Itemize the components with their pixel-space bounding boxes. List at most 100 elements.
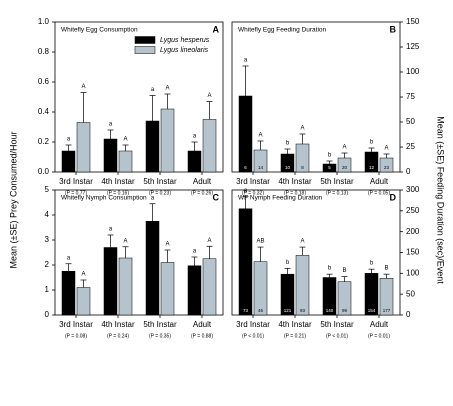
legend-label: Lygus hesperus [160,37,210,44]
panel-title: Whitefly Egg Consumption [61,27,138,34]
bar [145,120,160,173]
bar [295,255,310,316]
significance-letter: A [384,146,388,152]
y-tick-label: 0.4 [38,107,50,116]
legend-swatch [134,46,156,54]
y-tick-label: 0 [406,310,411,319]
p-value: (P = 0.32) [242,190,264,196]
p-value: (P = 0.35) [149,333,171,339]
bar [61,150,76,173]
p-value: (P = 0.16) [107,190,129,196]
significance-letter: b [370,261,374,267]
p-value: (P < 0.01) [326,333,348,339]
p-value: (P = 0.08) [65,333,87,339]
p-value: (P = 0.24) [107,333,129,339]
y-tick-label: 50 [406,117,415,126]
y-tick-label: 0.6 [38,77,50,86]
significance-letter: A [123,137,127,143]
y-tick-label: 0 [45,310,50,319]
panel-label: B [390,24,397,34]
significance-letter: a [109,227,113,233]
x-tick-label: 4th Instar [101,320,135,329]
y-tick-label: 1 [45,285,50,294]
significance-letter: B [342,268,346,274]
panel-label: D [390,192,397,202]
significance-letter: a [193,249,197,255]
sample-size: 6 [244,165,247,170]
legend-label: Lygus lineolaris [160,47,209,54]
y-tick-label: 100 [406,268,420,277]
sample-size: 154 [368,308,376,313]
y-axis-label-left: Mean (±SE) Prey Consumed/Hour [8,132,18,269]
significance-letter: a [109,122,113,128]
y-tick-label: 1.0 [38,17,50,26]
y-tick-label: 250 [406,206,420,215]
bar [76,122,91,173]
x-tick-label: 4th Instar [278,320,312,329]
y-tick-label: 100 [406,67,420,76]
panel-label: C [213,192,220,202]
bar [202,119,217,173]
bar [145,221,160,316]
significance-letter: a [67,137,71,143]
bar [238,208,253,316]
p-value: (P = 0.21) [284,333,306,339]
y-tick-label: 0 [406,167,411,176]
plot-frame [231,21,401,173]
bar [118,150,133,173]
y-tick-label: 5 [45,185,50,194]
sample-size: 10 [285,165,291,170]
y-tick-label: 150 [406,248,420,257]
x-tick-label: 3rd Instar [59,320,93,329]
sample-size: 140 [326,308,334,313]
bar [103,247,118,316]
sample-size: 12 [369,165,375,170]
x-tick-label: 3rd Instar [59,177,93,186]
y-tick-label: 50 [406,289,415,298]
y-tick-label: 3 [45,235,50,244]
x-tick-label: 4th Instar [278,177,312,186]
p-value: (P < 0.01) [242,333,264,339]
bar [103,138,118,173]
panel-title: Whitefly Nymph Consumption [61,195,147,202]
sample-size: 99 [342,308,348,313]
significance-letter: A [207,238,211,244]
bar [202,258,217,316]
significance-letter: b [286,260,290,266]
plot-frame [54,189,224,316]
y-tick-label: 2 [45,260,50,269]
y-tick-label: 75 [406,92,415,101]
sample-size: 46 [258,308,264,313]
y-tick-label: 0.2 [38,137,50,146]
significance-letter: b [328,153,332,159]
x-tick-label: 3rd Instar [236,320,270,329]
sample-size: 73 [243,308,249,313]
x-tick-label: 3rd Instar [236,177,270,186]
sample-size: 177 [383,308,391,313]
significance-letter: a [244,188,248,194]
significance-letter: A [258,133,262,139]
panel-label: A [213,24,220,34]
y-axis-label-right: Mean (±SE) Feeding Duration (sec)/Event [436,116,446,284]
sample-size: 14 [258,165,264,170]
sample-size: 8 [301,165,304,170]
y-tick-label: 150 [406,17,420,26]
x-tick-label: 5th Instar [320,320,354,329]
significance-letter: A [300,239,304,245]
significance-letter: b [328,266,332,272]
significance-letter: A [81,272,85,278]
significance-letter: a [193,134,197,140]
panel-title: WF Nymph Feeding Duration [238,195,323,202]
significance-letter: AB [256,239,264,245]
x-tick-label: 5th Instar [143,320,177,329]
y-tick-label: 125 [406,42,420,51]
significance-letter: a [67,255,71,261]
significance-letter: A [123,238,127,244]
y-tick-label: 4 [45,210,50,219]
p-value: (P = 0.18) [284,190,306,196]
bar [160,108,175,173]
significance-letter: b [286,141,290,147]
bar [187,150,202,173]
legend-swatch [134,36,156,44]
y-tick-label: 0.0 [38,167,50,176]
